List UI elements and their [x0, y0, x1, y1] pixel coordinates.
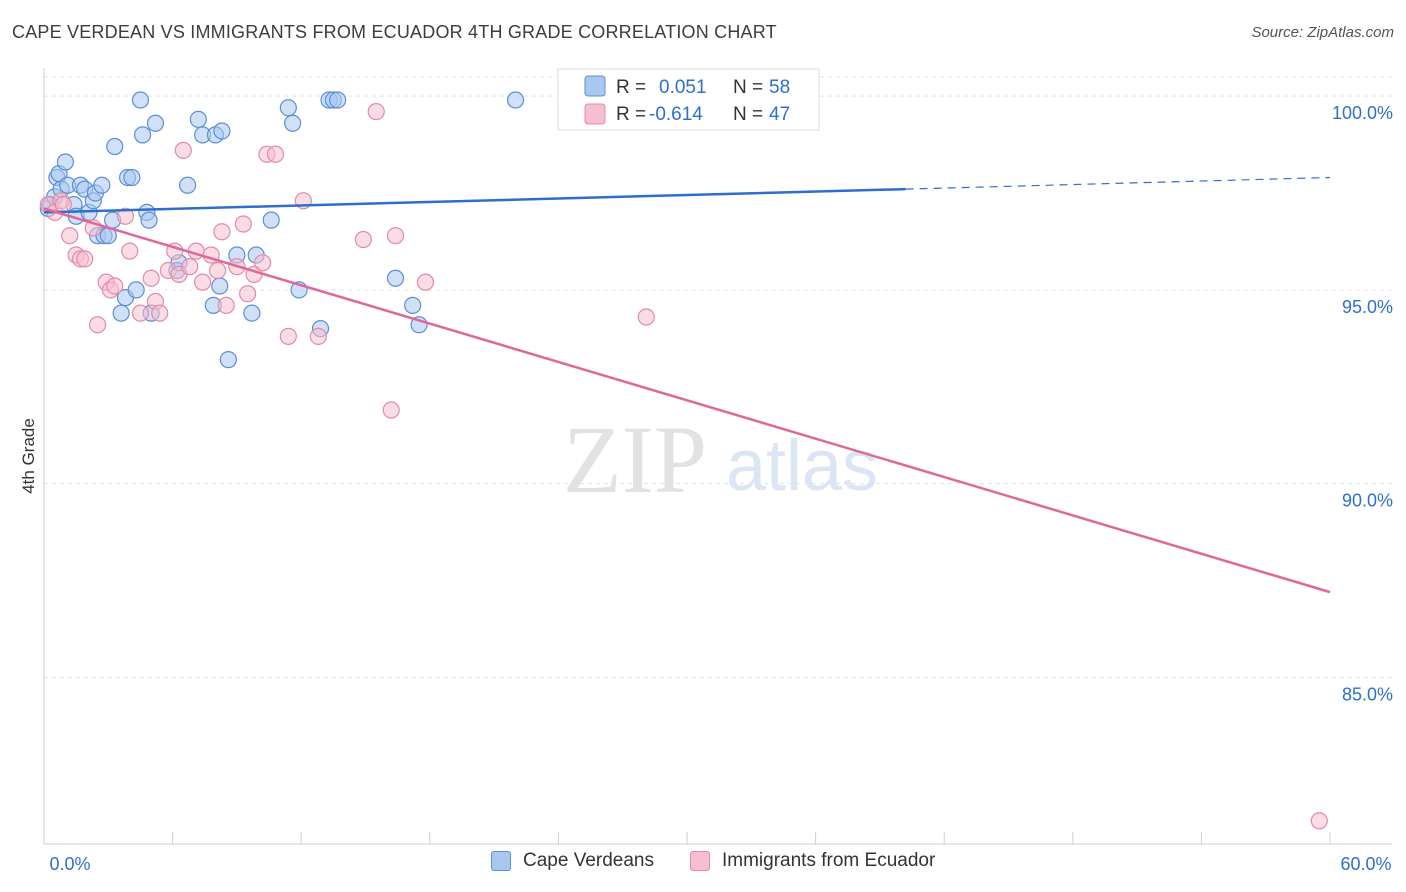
- data-point-ecuador: [121, 242, 139, 260]
- legend-item-cape-verdeans[interactable]: Cape Verdeans: [491, 850, 654, 872]
- data-point-cape-verdean: [56, 153, 75, 171]
- data-point-cape-verdean: [131, 91, 150, 109]
- data-point-cape-verdean: [140, 211, 158, 229]
- data-point-ecuador: [106, 277, 124, 295]
- y-axis-label: 4th Grade: [19, 418, 38, 494]
- data-point-cape-verdean: [106, 137, 124, 156]
- trend-lines: [43, 176, 1331, 594]
- y-tick-label: 90.0%: [1342, 491, 1393, 511]
- y-tick-label: 85.0%: [1342, 684, 1393, 704]
- data-point-cape-verdean: [404, 296, 422, 314]
- watermark-zip: ZIP: [563, 406, 707, 513]
- y-tick-label: 100.0%: [1332, 103, 1393, 123]
- data-point-ecuador: [1310, 812, 1328, 830]
- legend-item-ecuador[interactable]: Immigrants from Ecuador: [690, 850, 935, 872]
- stats-r-value-blue: 0.051: [659, 77, 707, 98]
- chart-title: CAPE VERDEAN VS IMMIGRANTS FROM ECUADOR …: [12, 22, 777, 42]
- data-point-cape-verdean: [133, 126, 152, 144]
- data-point-ecuador: [279, 327, 297, 345]
- watermark-atlas: atlas: [726, 426, 878, 506]
- stats-n-label-pink: N =: [733, 104, 763, 125]
- data-point-cape-verdean: [386, 269, 405, 287]
- x-tick-label-max: 60.0%: [1340, 854, 1391, 874]
- data-point-ecuador: [88, 316, 107, 334]
- data-point-ecuador: [209, 261, 227, 280]
- data-point-cape-verdean: [329, 91, 347, 109]
- data-point-ecuador: [61, 227, 79, 245]
- data-point-cape-verdean: [179, 176, 197, 194]
- source-credit: Source: ZipAtlas.com: [1251, 24, 1394, 41]
- data-point-ecuador: [386, 227, 405, 245]
- data-point-cape-verdean: [506, 91, 525, 109]
- legend-label-cape-verdeans: Cape Verdeans: [523, 850, 654, 871]
- data-point-ecuador: [76, 250, 94, 268]
- data-point-ecuador: [416, 273, 435, 291]
- data-point-ecuador: [217, 296, 235, 314]
- trend-line-ecuador: [43, 207, 1331, 594]
- stats-box: R = 0.051 N = 58 R = -0.614 N = 47: [557, 68, 820, 131]
- x-ticks: [43, 832, 1331, 844]
- stats-n-value-pink: 47: [769, 104, 790, 125]
- stats-swatch-pink: [584, 103, 606, 125]
- data-point-cape-verdean: [123, 168, 141, 187]
- stats-n-label-blue: N =: [733, 77, 763, 98]
- data-point-ecuador: [239, 285, 257, 303]
- data-point-ecuador: [131, 304, 150, 322]
- data-point-cape-verdean: [243, 304, 261, 322]
- axes: [43, 68, 1392, 845]
- legend: Cape Verdeans Immigrants from Ecuador: [0, 850, 1406, 880]
- data-point-cape-verdean: [189, 110, 207, 128]
- data-point-ecuador: [382, 401, 400, 419]
- data-point-ecuador: [181, 258, 199, 276]
- data-point-cape-verdean: [219, 351, 237, 369]
- data-point-cape-verdean: [284, 114, 302, 132]
- data-point-ecuador: [637, 308, 655, 326]
- data-point-ecuador: [266, 145, 285, 163]
- data-point-ecuador: [54, 196, 72, 214]
- stats-r-label-blue: R =: [616, 77, 646, 98]
- data-point-cape-verdean: [262, 211, 280, 229]
- data-point-ecuador: [174, 141, 192, 159]
- data-point-cape-verdean: [127, 281, 145, 299]
- trend-line-cape-verdeans: [43, 187, 906, 214]
- data-point-ecuador: [354, 230, 372, 249]
- legend-swatch-pink: [690, 851, 710, 871]
- stats-r-label-pink: R =: [616, 104, 646, 125]
- stats-r-value-pink: -0.614: [649, 104, 703, 125]
- data-point-ecuador: [309, 327, 327, 345]
- data-point-cape-verdean: [213, 122, 231, 140]
- data-point-cape-verdean: [146, 114, 165, 132]
- legend-swatch-blue: [491, 851, 511, 871]
- legend-label-ecuador: Immigrants from Ecuador: [722, 850, 936, 871]
- data-point-cape-verdean: [112, 304, 130, 322]
- y-tick-label: 95.0%: [1342, 297, 1393, 317]
- data-point-cape-verdean: [279, 99, 297, 117]
- series-cape-verdeans: [39, 91, 698, 369]
- data-point-ecuador: [142, 269, 160, 287]
- stats-swatch-blue: [584, 75, 606, 97]
- data-point-ecuador: [254, 254, 272, 272]
- data-point-ecuador: [116, 207, 135, 225]
- data-point-cape-verdean: [211, 277, 229, 295]
- y-tick-labels: 100.0% 95.0% 90.0% 85.0%: [1332, 103, 1393, 704]
- series-ecuador: [39, 103, 1328, 830]
- data-point-ecuador: [367, 103, 385, 121]
- data-point-ecuador: [151, 304, 169, 322]
- trend-line-cape-verdeans-extension: [905, 176, 1331, 190]
- data-point-ecuador: [234, 215, 252, 233]
- stats-n-value-blue: 58: [769, 77, 790, 98]
- gridlines: [44, 76, 1392, 678]
- data-point-ecuador: [194, 273, 212, 291]
- data-point-cape-verdean: [93, 176, 111, 194]
- data-point-ecuador: [213, 223, 231, 241]
- x-tick-label-min: 0.0%: [49, 854, 90, 874]
